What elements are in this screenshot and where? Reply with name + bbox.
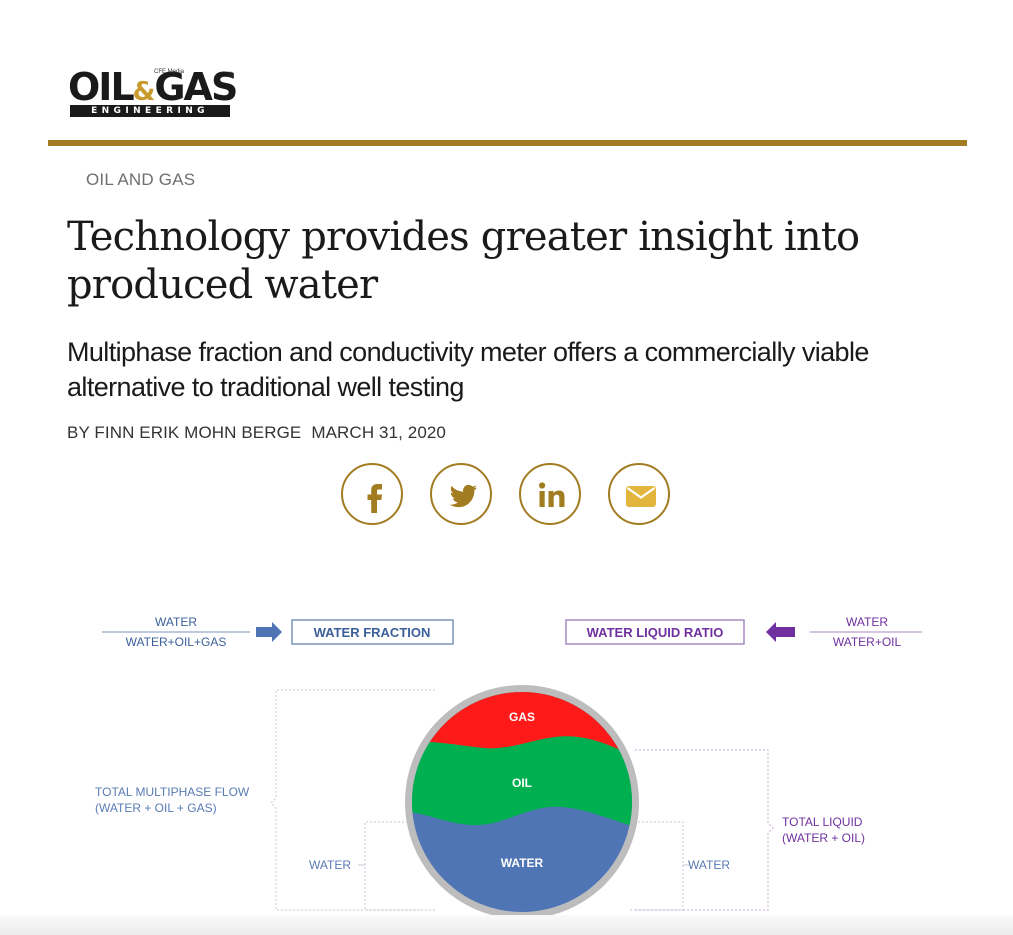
total-multiphase-label: TOTAL MULTIPHASE FLOW [95,785,250,799]
viewport-bottom-edge [0,915,1013,935]
share-email-button[interactable] [608,463,670,525]
pipe-phases [412,692,632,912]
water-fraction-label: WATER FRACTION [314,625,431,640]
article-headline: Technology provides greater insight into… [67,214,860,308]
water-liquid-ratio-label: WATER LIQUID RATIO [587,625,724,640]
water-right-label: WATER [688,858,730,872]
linkedin-icon [539,482,565,507]
total-multiphase-sublabel: (WATER + OIL + GAS) [95,801,217,815]
article-subheading: Multiphase fraction and conductivity met… [67,337,869,402]
water-liquid-ratio-box [565,619,745,645]
site-logo[interactable]: OIL&GAS CFE Media ® ENGINEERING [68,65,238,120]
header-divider [48,140,967,146]
multiphase-flow-diagram: WATER WATER+OIL+GAS WATER FRACTION WATER… [95,615,922,919]
email-icon [626,486,656,507]
gas-label: GAS [509,710,535,724]
water-left-label: WATER [309,858,351,872]
left-arrow-icon [766,622,795,642]
left-fraction-denominator: WATER+OIL+GAS [126,635,227,649]
article-hero-figure: WATER WATER+OIL+GAS WATER FRACTION WATER… [90,605,940,919]
logo-publisher: CFE Media [154,69,185,75]
water-label: WATER [501,856,544,870]
share-twitter-button[interactable] [430,463,492,525]
water-fraction-box [291,619,454,645]
oil-label: OIL [512,776,532,790]
twitter-icon [449,484,478,508]
liquid-bracket [635,749,774,911]
article-category-link[interactable]: OIL AND GAS [86,170,196,189]
left-fraction-numerator: WATER [155,615,197,629]
article-byline: BY FINN ERIK MOHN BERGE MARCH 31, 2020 [67,423,446,443]
water-bracket-right [630,821,684,911]
right-fraction-denominator: WATER+OIL [833,635,902,649]
facebook-icon [367,484,382,513]
logo-registered-mark: ® [228,72,234,79]
author-name: BY FINN ERIK MOHN BERGE [67,423,302,442]
publish-date: MARCH 31, 2020 [311,423,446,442]
right-fraction-numerator: WATER [846,615,888,629]
total-liquid-sublabel: (WATER + OIL) [782,831,865,845]
share-facebook-button[interactable] [341,463,403,525]
logo-wordmark: OIL&GAS [68,65,238,109]
right-arrow-icon [256,622,282,642]
total-liquid-label: TOTAL LIQUID [782,815,863,829]
logo-subtitle: ENGINEERING [70,105,230,117]
share-linkedin-button[interactable] [519,463,581,525]
